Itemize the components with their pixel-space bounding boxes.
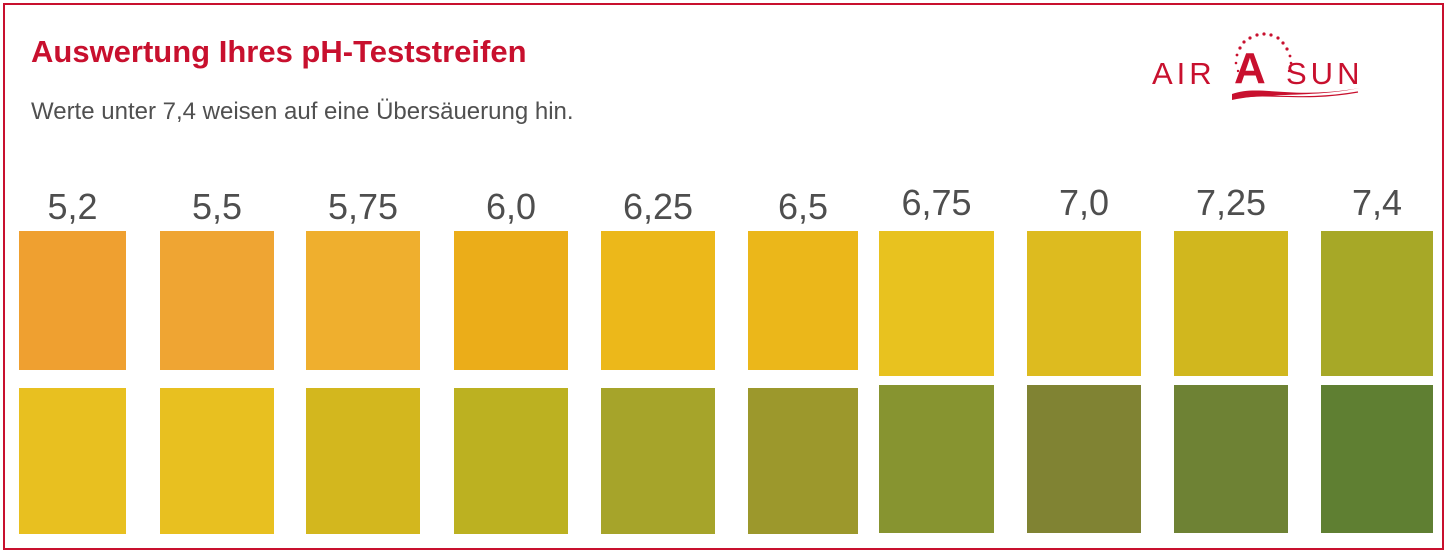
ph-value-label: 7,25 <box>1195 182 1267 223</box>
airasun-logo: AIR A SUN <box>1140 28 1380 106</box>
color-swatch-top <box>748 231 858 370</box>
color-swatch-bottom <box>748 388 858 534</box>
ph-value-label: 6,25 <box>622 186 694 227</box>
color-swatch-top <box>19 231 126 370</box>
color-swatch-bottom <box>160 388 274 534</box>
ph-value-label: 7,4 <box>1351 182 1403 223</box>
color-swatch-top <box>601 231 715 370</box>
ph-value-label: 5,5 <box>191 186 243 227</box>
color-swatch-bottom <box>601 388 715 534</box>
color-swatch-top <box>306 231 420 370</box>
ph-value-label: 5,2 <box>47 186 98 227</box>
color-swatch-bottom <box>1321 385 1433 533</box>
color-swatch-bottom <box>879 385 994 533</box>
color-swatch-top <box>1027 231 1141 376</box>
ph-value-label: 6,0 <box>485 186 537 227</box>
card-frame <box>3 3 1444 550</box>
logo-text-a: A <box>1234 44 1266 93</box>
color-swatch-bottom <box>454 388 568 534</box>
color-swatch-bottom <box>19 388 126 534</box>
color-swatch-bottom <box>1027 385 1141 533</box>
color-swatch-bottom <box>306 388 420 534</box>
logo-text-air: AIR <box>1152 56 1216 91</box>
color-swatch-top <box>1174 231 1288 376</box>
page-title: Auswertung Ihres pH-Teststreifen <box>31 34 527 69</box>
logo-text-sun: SUN <box>1286 56 1364 91</box>
color-swatch-top <box>160 231 274 370</box>
color-swatch-top <box>879 231 994 376</box>
ph-value-label: 7,0 <box>1058 182 1110 223</box>
color-swatch-bottom <box>1174 385 1288 533</box>
ph-value-label: 6,5 <box>777 186 829 227</box>
logo-sun-graphic <box>1232 32 1360 100</box>
ph-value-label: 6,75 <box>901 182 972 223</box>
color-swatch-top <box>454 231 568 370</box>
ph-value-label: 5,75 <box>327 186 399 227</box>
page-subtitle: Werte unter 7,4 weisen auf eine Übersäue… <box>31 98 574 125</box>
color-swatch-top <box>1321 231 1433 376</box>
